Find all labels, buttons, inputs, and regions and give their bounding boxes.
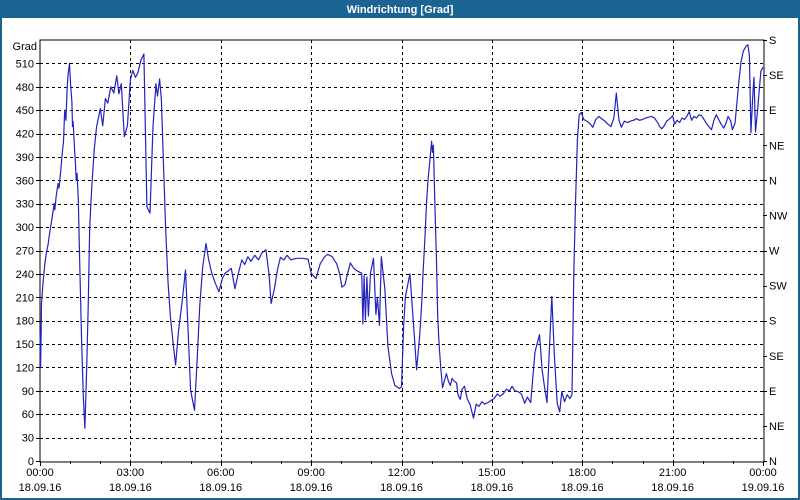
y-left-tick-label: 120 — [16, 362, 34, 374]
x-tick-date-label: 19.09.16 — [742, 482, 785, 494]
y-right-tick-label: E — [769, 105, 776, 117]
x-tick-date-label: 18.09.16 — [470, 482, 513, 494]
y-left-tick-label: 30 — [22, 433, 34, 445]
y-left-tick-label: 60 — [22, 409, 34, 421]
x-tick-date-label: 18.09.16 — [109, 482, 152, 494]
y-left-tick-label: 300 — [16, 222, 34, 234]
window-titlebar: Windrichtung [Grad] — [2, 2, 798, 18]
plot-frame — [39, 39, 765, 463]
y-left-tick-label: 180 — [16, 316, 34, 328]
x-tick-date-label: 18.09.16 — [19, 482, 62, 494]
x-tick-time-label: 15:00 — [478, 467, 506, 479]
wind-direction-chart: 0 30 60 90 120 150 180 210 240 270 300 330 360 390 420… — [13, 35, 788, 494]
x-tick-time-label: 00:00 — [26, 467, 54, 479]
y-left-tick-label: 150 — [16, 339, 34, 351]
y-right-tick-label: N — [769, 456, 777, 468]
window-title: Windrichtung [Grad] — [346, 4, 454, 16]
x-tick-time-label: 09:00 — [297, 467, 325, 479]
series-line-windrichtung — [39, 44, 764, 429]
y-left-tick-label: 390 — [16, 152, 34, 164]
y-right-tick-label: SE — [769, 70, 784, 82]
y-right-tick-label: NW — [769, 210, 788, 222]
x-tick-time-label: 21:00 — [659, 467, 687, 479]
y-left-tick-label: 210 — [16, 292, 34, 304]
y-left-tick-label: 330 — [16, 199, 34, 211]
x-tick-date-label: 18.09.16 — [651, 482, 694, 494]
x-tick-date-label: 18.09.16 — [561, 482, 604, 494]
y-right-tick-label: NE — [769, 421, 784, 433]
chart-host: 0 30 60 90 120 150 180 210 240 270 300 330 360 390 420… — [2, 18, 798, 498]
y-right-tick-label: W — [769, 246, 780, 258]
y-axis-title: Grad — [13, 41, 37, 53]
y-left-tick-label: 510 — [16, 58, 34, 70]
x-tick-time-label: 06:00 — [207, 467, 235, 479]
x-tick-date-label: 18.09.16 — [380, 482, 423, 494]
y-right-tick-label: SE — [769, 351, 784, 363]
y-right-tick-label: S — [769, 35, 776, 47]
y-right-tick-label: N — [769, 175, 777, 187]
y-left-tick-label: 480 — [16, 82, 34, 94]
y-left-tick-label: 240 — [16, 269, 34, 281]
x-tick-date-label: 18.09.16 — [199, 482, 242, 494]
y-right-tick-label: S — [769, 316, 776, 328]
y-left-tick-label: 90 — [22, 386, 34, 398]
x-tick-time-label: 00:00 — [749, 467, 777, 479]
y-left-tick-label: 450 — [16, 105, 34, 117]
y-left-tick-label: 360 — [16, 175, 34, 187]
y-left-tick-label: 0 — [28, 456, 34, 468]
y-left-tick-label: 420 — [16, 129, 34, 141]
x-tick-date-label: 18.09.16 — [290, 482, 333, 494]
y-right-tick-label: E — [769, 386, 776, 398]
x-tick-time-label: 12:00 — [388, 467, 416, 479]
y-left-tick-label: 270 — [16, 246, 34, 258]
x-tick-time-label: 03:00 — [117, 467, 145, 479]
x-tick-time-label: 18:00 — [568, 467, 596, 479]
y-right-tick-label: NE — [769, 140, 784, 152]
y-right-tick-label: SW — [769, 281, 787, 293]
